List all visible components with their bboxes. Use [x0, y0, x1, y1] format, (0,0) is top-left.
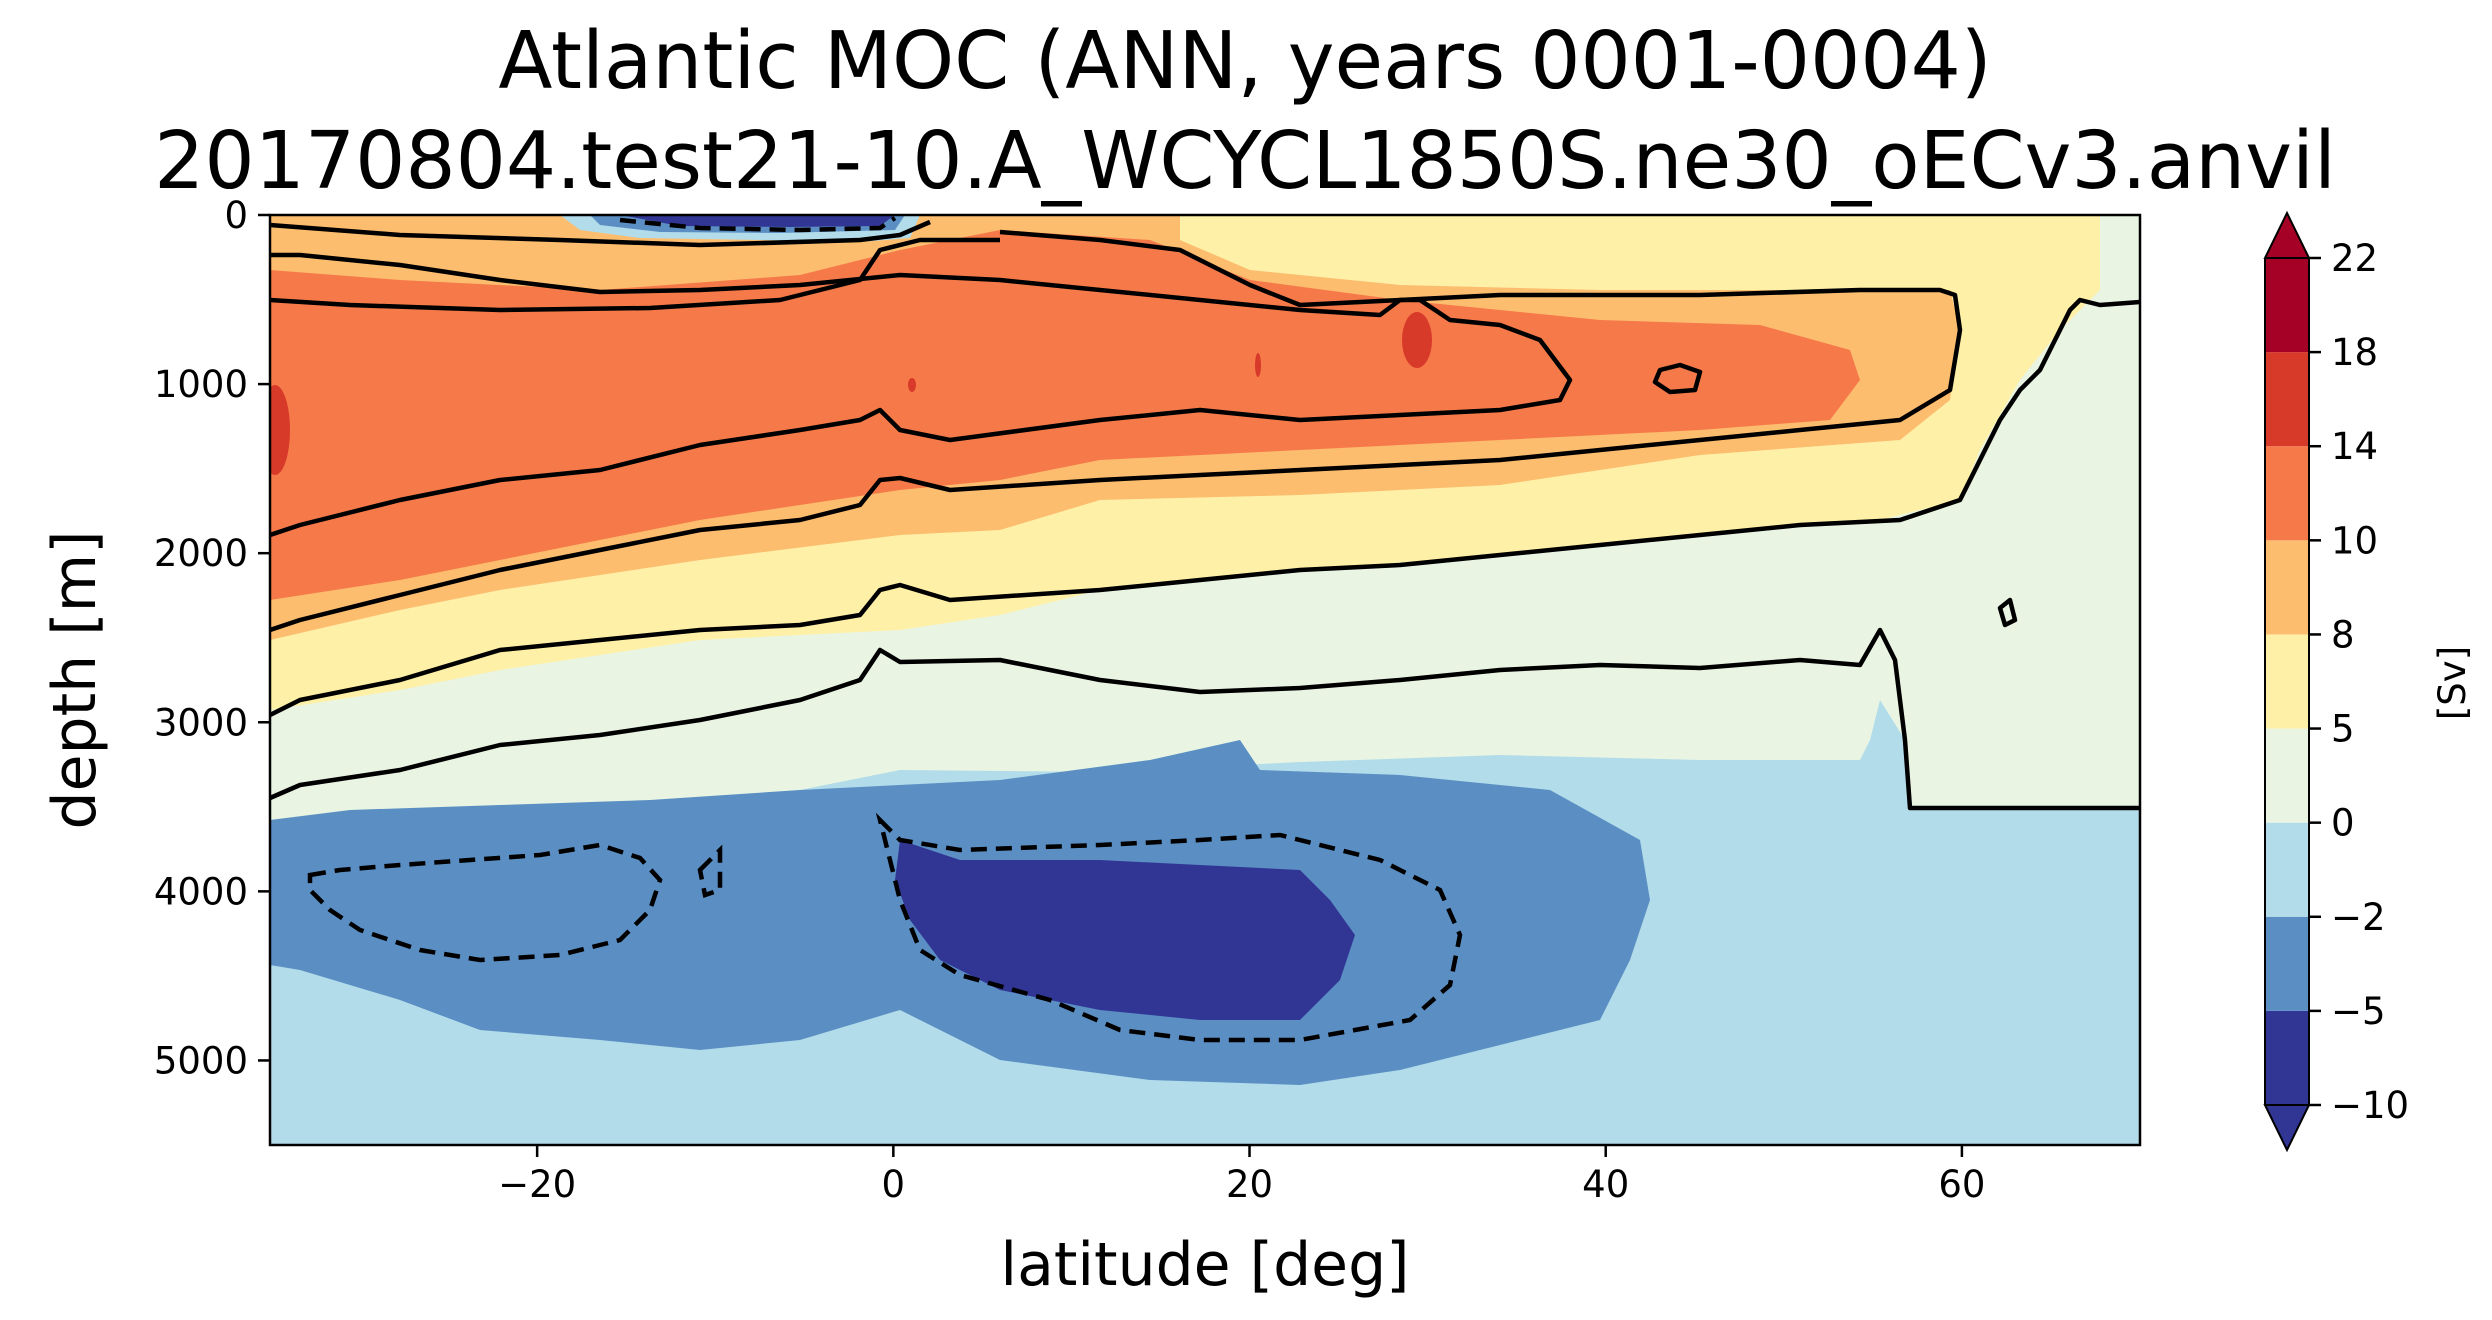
colorbar-tick-label: 10: [2331, 519, 2378, 562]
colorbar-extend-bottom: [2263, 1104, 2311, 1153]
plot-area: [270, 215, 2140, 1145]
y-tick-label: 3000: [154, 701, 248, 744]
chart-title: Atlantic MOC (ANN, years 0001-0004): [498, 15, 1991, 107]
y-axis-ticks: 0 1000 2000 3000 4000 5000: [154, 194, 270, 1082]
colorbar-tick-label: 14: [2331, 425, 2378, 468]
fill-level-14-18-small-a: [908, 378, 916, 392]
colorbar-tick-label: 18: [2331, 331, 2378, 374]
chart-subtitle: 20170804.test21-10.A_WCYCL1850S.ne30_oEC…: [154, 115, 2336, 207]
colorbar-tick-label: 22: [2331, 237, 2378, 280]
colorbar-segment: [2265, 728, 2309, 823]
colorbar-tick-label: −5: [2331, 990, 2386, 1033]
colorbar-segment: [2265, 634, 2309, 729]
contour-line-0-surface: [270, 219, 931, 248]
y-tick-label: 5000: [154, 1039, 248, 1082]
contour-line-10-top: [270, 237, 1000, 313]
colorbar-segment: [2265, 258, 2309, 353]
colorbar-tick-label: 0: [2331, 802, 2355, 845]
x-tick-label: 20: [1226, 1163, 1273, 1206]
contour-line-5: [270, 297, 2140, 718]
colorbar: −10 −5 −2 0 5 8 10 14 18 22: [2263, 210, 2409, 1153]
colorbar-tick-label: −2: [2331, 896, 2386, 939]
y-axis-label: depth [m]: [40, 531, 110, 830]
contour-line-8: [270, 229, 1963, 633]
x-tick-label: 0: [882, 1163, 906, 1206]
y-tick-label: 0: [224, 194, 248, 237]
colorbar-tick-label: 8: [2331, 613, 2355, 656]
negative-contour-lines: [307, 216, 1463, 1043]
colorbar-tick-label: −10: [2331, 1084, 2409, 1127]
x-tick-label: 40: [1582, 1163, 1629, 1206]
colorbar-segment: [2265, 446, 2309, 541]
colorbar-segment: [2265, 540, 2309, 635]
x-tick-label: 60: [1938, 1163, 1985, 1206]
colorbar-label: [Sv]: [2431, 646, 2474, 720]
colorbar-segment: [2265, 352, 2309, 447]
fill-level-neg10-neg5-surface: [620, 215, 895, 227]
fill-level-neg10-neg5-deep: [895, 840, 1355, 1020]
contour-line-neg5-west: [307, 842, 663, 963]
contour-line-neg5-mid: [875, 812, 1463, 1043]
contour-line-10-lower: [270, 252, 1573, 538]
contour-line-0: [270, 627, 2140, 811]
colorbar-segment: [2265, 1010, 2309, 1105]
y-tick-label: 4000: [154, 870, 248, 913]
contour-lines: [270, 219, 2140, 811]
colorbar-segment: [2265, 822, 2309, 917]
x-axis-ticks: −20 0 20 40 60: [498, 1145, 1985, 1206]
colorbar-tick-label: 5: [2331, 708, 2355, 751]
fill-level-14-18-west: [270, 385, 290, 475]
x-axis-label: latitude [deg]: [1000, 1230, 1409, 1300]
fill-level-14-18-mid: [1402, 312, 1432, 368]
fill-level-14-18-small-b: [1255, 353, 1261, 377]
colorbar-segment: [2265, 916, 2309, 1011]
contour-line-neg5-surface: [619, 216, 897, 233]
y-tick-label: 2000: [154, 532, 248, 575]
x-tick-label: −20: [498, 1163, 576, 1206]
y-tick-label: 1000: [154, 363, 248, 406]
contour-line-10-east-loop: [1652, 362, 1703, 395]
colorbar-extend-top: [2263, 210, 2311, 259]
contour-line-0-northern-spike: [1997, 597, 2018, 628]
plot-frame: [268, 213, 2142, 1147]
